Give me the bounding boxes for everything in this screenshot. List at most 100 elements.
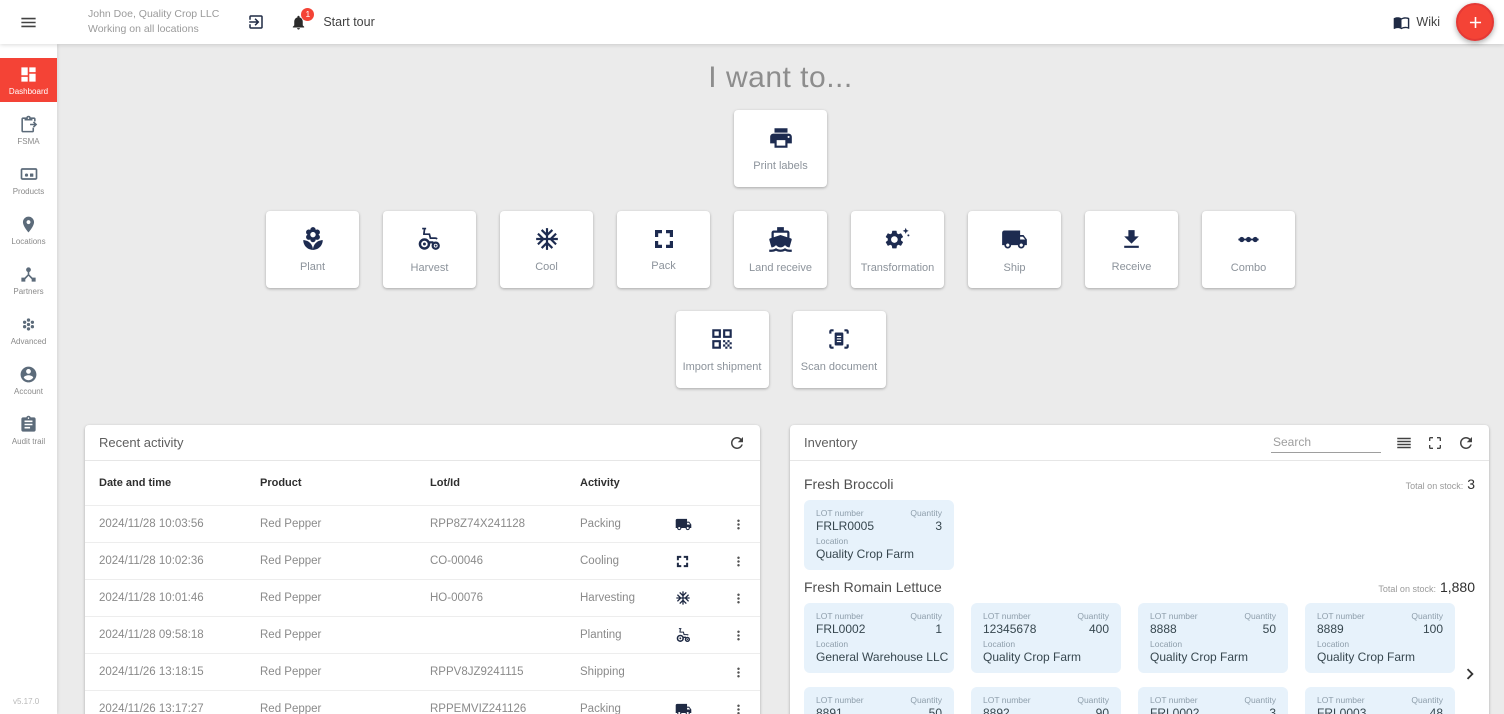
row-action-pack[interactable] <box>675 554 720 569</box>
row-action-ship[interactable] <box>675 701 720 714</box>
sidebar-item-audit-trail[interactable]: Audit trail <box>0 408 57 452</box>
sidebar-item-fsma[interactable]: FSMA <box>0 108 57 152</box>
download-icon <box>1119 227 1144 252</box>
action-card-import-shipment[interactable]: Import shipment <box>675 311 769 388</box>
action-card-receive[interactable]: Receive <box>1085 211 1178 288</box>
lot-location: Quality Crop Farm <box>1317 650 1416 664</box>
lot-number: 8892 <box>983 706 1010 714</box>
page-title: I want to... <box>708 61 853 94</box>
dashboard-icon <box>19 65 38 84</box>
action-card-plant[interactable]: Plant <box>266 211 359 288</box>
inventory-refresh-button[interactable] <box>1457 434 1475 452</box>
table-row: 2024/11/28 10:01:46 Red Pepper HO-00076 … <box>85 579 760 616</box>
list-icon <box>1395 434 1413 452</box>
table-header: Date and time Product Lot/Id Activity <box>99 477 620 489</box>
row-action-harvest[interactable] <box>675 627 720 644</box>
row-menu-button[interactable] <box>731 554 746 569</box>
printer-icon <box>768 125 794 151</box>
action-card-ship[interactable]: Ship <box>968 211 1061 288</box>
row-action-cool[interactable] <box>675 590 720 606</box>
lot-number: FRL0003 <box>1317 706 1367 714</box>
kebab-icon <box>731 628 746 643</box>
row-action-ship[interactable] <box>675 516 720 533</box>
kebab-icon <box>731 702 746 714</box>
switch-location-button[interactable] <box>247 13 265 31</box>
lot-location: Quality Crop Farm <box>983 650 1082 664</box>
person-circle-icon <box>19 365 38 384</box>
chevron-right-icon <box>1459 663 1481 685</box>
row-menu-button[interactable] <box>731 517 746 532</box>
row-menu-button[interactable] <box>731 665 746 680</box>
lot-card[interactable]: LOT number Quantity 8889 100 Location Qual… <box>1305 603 1455 673</box>
lot-quantity: 50 <box>1262 622 1276 636</box>
lot-number: 8891 <box>816 706 843 714</box>
action-card-pack[interactable]: Pack <box>617 211 710 288</box>
scan-document-icon <box>826 326 852 352</box>
truck-icon <box>675 701 692 714</box>
lot-card[interactable]: LOT number Quantity FRL0002 1 Location Gen… <box>804 603 954 673</box>
action-card-scan-document[interactable]: Scan document <box>792 311 886 388</box>
recent-activity-refresh-button[interactable] <box>728 434 746 452</box>
snowflake-icon <box>534 226 560 252</box>
start-tour-button[interactable]: Start tour <box>323 15 375 29</box>
sidebar-item-partners[interactable]: Partners <box>0 258 57 302</box>
recent-activity-title: Recent activity <box>99 435 184 450</box>
total-on-stock-label: Total on stock: <box>1378 584 1436 594</box>
boat-icon <box>767 226 794 253</box>
action-card-cool[interactable]: Cool <box>500 211 593 288</box>
dot-cluster-icon <box>19 315 38 334</box>
kebab-icon <box>731 554 746 569</box>
sidebar-item-locations[interactable]: Locations <box>0 208 57 252</box>
wiki-button[interactable]: Wiki <box>1393 14 1440 31</box>
truck-icon <box>1001 226 1028 253</box>
table-row: 2024/11/28 09:58:18 Red Pepper Planting <box>85 616 760 653</box>
row-menu-button[interactable] <box>731 628 746 643</box>
action-card-transformation[interactable]: Transformation <box>851 211 944 288</box>
sidebar-item-dashboard[interactable]: Dashboard <box>0 58 57 102</box>
main-content: I want to... Print labels Plant Harvest … <box>57 44 1504 714</box>
lot-number: 12345678 <box>983 622 1037 636</box>
lot-card[interactable]: LOT number Quantity 8888 50 Location Quali… <box>1138 603 1288 673</box>
inventory-next-button[interactable] <box>1459 663 1481 685</box>
kebab-icon <box>731 517 746 532</box>
row-menu-button[interactable] <box>731 702 746 714</box>
add-button[interactable] <box>1456 3 1494 41</box>
lot-card[interactable]: LOT number Quantity FRLR0005 3 Location Qu… <box>804 500 954 570</box>
notifications-button[interactable]: 1 <box>290 7 315 31</box>
sidebar: Dashboard FSMA Products Locations Partne… <box>0 44 57 714</box>
tractor-icon <box>675 627 692 644</box>
user-context-block: John Doe, Quality Crop LLC Working on al… <box>88 7 219 36</box>
inventory-expand-button[interactable] <box>1427 435 1443 451</box>
lot-quantity: 48 <box>1429 706 1443 714</box>
action-card-print-labels[interactable]: Print labels <box>734 110 827 187</box>
inventory-search-input[interactable] <box>1271 432 1381 453</box>
refresh-icon <box>1457 434 1475 452</box>
exit-icon <box>247 13 265 31</box>
row-menu-button[interactable] <box>731 591 746 606</box>
action-card-combo[interactable]: Combo <box>1202 211 1295 288</box>
kebab-icon <box>731 591 746 606</box>
sidebar-item-advanced[interactable]: Advanced <box>0 308 57 352</box>
location-pin-icon <box>19 215 38 234</box>
action-card-land-receive[interactable]: Land receive <box>734 211 827 288</box>
sidebar-item-products[interactable]: Products <box>0 158 57 202</box>
hamburger-menu-button[interactable] <box>0 13 57 32</box>
refresh-icon <box>728 434 746 452</box>
lot-card[interactable]: LOT number Quantity 12345678 400 Location … <box>971 603 1121 673</box>
action-card-harvest[interactable]: Harvest <box>383 211 476 288</box>
qr-code-icon <box>709 326 735 352</box>
lot-quantity: 400 <box>1088 622 1109 636</box>
inventory-list-view-button[interactable] <box>1395 434 1413 452</box>
pack-corners-icon <box>652 227 676 251</box>
plus-icon <box>1466 13 1485 32</box>
sidebar-item-account[interactable]: Account <box>0 358 57 402</box>
lot-number: FRLR0005 <box>816 519 875 533</box>
clipboard-list-icon <box>19 415 38 434</box>
lot-number: 8889 <box>1317 622 1344 636</box>
lot-quantity: 90 <box>1095 706 1109 714</box>
product-group-name: Fresh Broccoli <box>804 476 894 492</box>
